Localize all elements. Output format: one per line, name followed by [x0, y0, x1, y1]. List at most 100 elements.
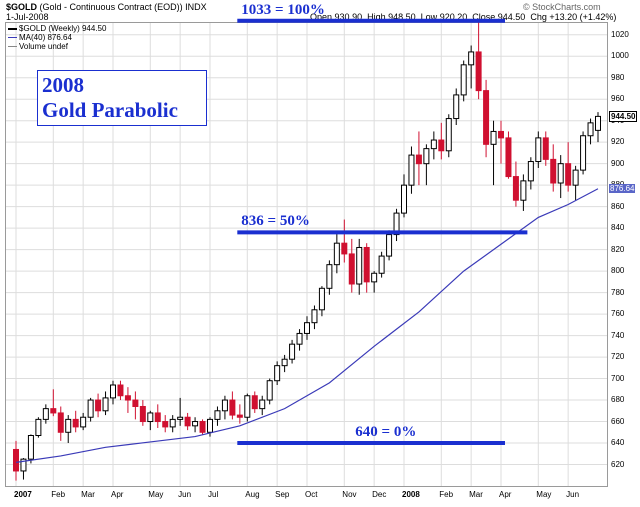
candle-up	[557, 163, 564, 184]
candle-up	[423, 148, 430, 165]
legend-ma-swatch	[8, 37, 17, 39]
close-value: 944.50	[497, 12, 526, 22]
candle-up	[527, 161, 534, 182]
y-tick-label: 840	[611, 223, 625, 233]
legend-volume-label: Volume undef	[19, 42, 68, 51]
legend-price: $GOLD (Weekly) 944.50	[8, 24, 106, 33]
exchange: INDX	[185, 2, 207, 12]
candle-down	[498, 130, 504, 139]
candle-up	[408, 154, 415, 186]
open-label: Open	[310, 12, 333, 22]
last-ma-tag: 876.64	[609, 183, 636, 193]
y-tick-label: 1020	[611, 29, 629, 39]
description: (Gold - Continuous Contract (EOD))	[39, 2, 183, 12]
y-tick-label: 620	[611, 459, 625, 469]
legend-price-label: $GOLD (Weekly) 944.50	[19, 24, 107, 33]
candle-down	[50, 408, 57, 414]
x-tick-label: Oct	[305, 490, 318, 499]
y-tick-label: 760	[611, 309, 625, 319]
symbol: $GOLD	[6, 2, 38, 12]
x-tick-label: 2007	[14, 490, 32, 499]
candle-down	[415, 154, 422, 165]
candle-down	[13, 448, 19, 472]
candle-up	[192, 421, 199, 427]
chart-header-title: $GOLD (Gold - Continuous Contract (EOD))…	[6, 2, 207, 12]
x-tick-label: Dec	[372, 490, 387, 499]
y-tick-label: 920	[611, 137, 625, 147]
candle-up	[177, 416, 184, 420]
candle-up	[147, 412, 154, 423]
high-value: 948.50	[388, 12, 416, 22]
y-tick-label: 680	[611, 395, 625, 405]
chg-label: Chg	[530, 12, 547, 22]
candle-down	[117, 384, 124, 397]
y-tick-label: 640	[611, 438, 625, 448]
candle-up	[311, 309, 318, 324]
candle-down	[363, 246, 370, 283]
chart-date: 1-Jul-2008	[6, 12, 49, 22]
close-label: Close	[472, 12, 496, 22]
x-tick-label: Aug	[245, 490, 260, 499]
legend-volume-swatch	[8, 46, 17, 48]
candle-down	[199, 421, 206, 433]
candle-down	[236, 414, 243, 418]
candle-up	[371, 272, 378, 283]
x-tick-label: Apr	[499, 490, 512, 499]
candle-up	[430, 139, 437, 150]
y-tick-label: 660	[611, 416, 625, 426]
x-tick-label: Nov	[342, 490, 357, 499]
open-value: 930.90	[334, 12, 363, 22]
high-label: High	[367, 12, 386, 22]
candle-up	[27, 435, 34, 460]
candle-up	[281, 358, 288, 367]
candle-up	[289, 343, 296, 360]
low-label: Low	[420, 12, 438, 22]
y-tick-label: 780	[611, 287, 625, 297]
candle-up	[110, 384, 116, 399]
level-label-100: 1033 = 100%	[241, 1, 325, 18]
candle-up	[102, 397, 109, 412]
x-tick-label: Feb	[51, 490, 66, 499]
chg-value: +13.20 (+1.42%)	[549, 12, 617, 22]
candle-down	[154, 412, 161, 423]
candle-down	[229, 399, 236, 416]
legend-ma: MA(40) 876.64	[8, 33, 72, 42]
candle-up	[80, 416, 87, 428]
candle-down	[251, 395, 258, 410]
candle-down	[512, 176, 519, 201]
candle-up	[535, 137, 542, 163]
candle-up	[520, 180, 527, 201]
candle-down	[483, 90, 490, 145]
candle-down	[95, 399, 102, 412]
x-tick-label: Apr	[111, 490, 124, 499]
candle-up	[378, 255, 385, 274]
x-tick-label: Feb	[439, 490, 454, 499]
candle-down	[139, 405, 146, 423]
candle-up	[326, 264, 333, 289]
y-tick-label: 700	[611, 373, 625, 383]
y-tick-label: 740	[611, 330, 625, 340]
candle-up	[87, 399, 94, 418]
x-tick-label: May	[536, 490, 552, 499]
candle-up	[460, 64, 467, 96]
candle-up	[296, 332, 303, 345]
candle-up	[304, 322, 310, 334]
candle-down	[162, 421, 169, 428]
candle-up	[393, 212, 400, 236]
candle-up	[207, 418, 213, 433]
last-price-tag: 944.50	[609, 111, 638, 123]
y-tick-label: 800	[611, 266, 625, 276]
x-tick-label: Sep	[275, 490, 290, 499]
level-label-50: 836 = 50%	[241, 213, 310, 230]
candle-up	[595, 115, 601, 131]
candle-up	[445, 118, 452, 152]
candle-down	[57, 412, 64, 433]
candle-down	[565, 163, 572, 186]
candle-up	[266, 380, 273, 401]
candle-up	[356, 246, 363, 285]
candle-down	[132, 399, 139, 407]
x-tick-label: Jun	[178, 490, 192, 499]
candle-up	[572, 169, 579, 186]
x-tick-label: Mar	[469, 490, 483, 499]
